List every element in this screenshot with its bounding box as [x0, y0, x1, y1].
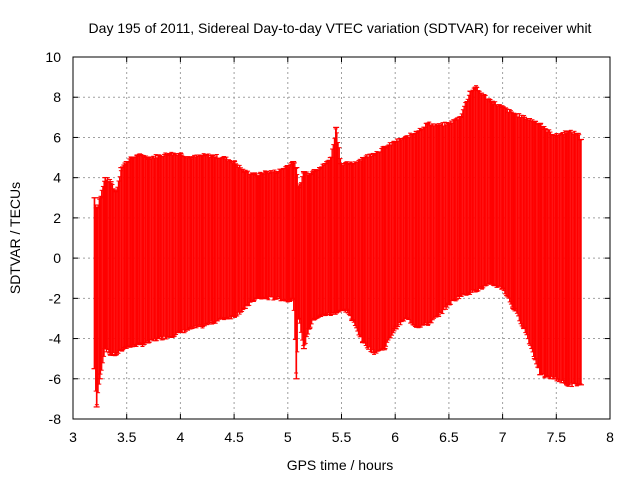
y-tick-label: -8 — [49, 411, 62, 427]
y-tick-label: -6 — [49, 371, 62, 387]
x-tick-labels: 3 3.5 4 4.5 5 5.5 6 6.5 7 7.5 8 — [69, 429, 614, 445]
data-layer — [91, 85, 585, 408]
x-tick-label: 5.5 — [332, 429, 352, 445]
x-tick-label: 5 — [284, 429, 292, 445]
x-tick-label: 4 — [177, 429, 185, 445]
x-tick-label: 3.5 — [117, 429, 137, 445]
axis-ticks — [72, 56, 611, 420]
x-tick-label: 6.5 — [439, 429, 459, 445]
y-tick-label: -2 — [49, 290, 62, 306]
x-tick-label: 6 — [391, 429, 399, 445]
y-tick-label: 10 — [45, 49, 61, 65]
x-tick-label: 4.5 — [224, 429, 244, 445]
x-axis-label: GPS time / hours — [287, 457, 394, 473]
y-tick-label: -4 — [49, 331, 62, 347]
y-axis-label: SDTVAR / TECUs — [7, 182, 23, 294]
x-tick-label: 3 — [69, 429, 77, 445]
y-tick-label: 4 — [53, 170, 61, 186]
y-tick-label: 8 — [53, 89, 61, 105]
y-tick-label: 6 — [53, 129, 61, 145]
y-tick-labels: -8 -6 -4 -2 0 2 4 6 8 10 — [45, 49, 61, 427]
y-tick-label: 2 — [53, 210, 61, 226]
y-tick-label: 0 — [53, 250, 61, 266]
chart-title: Day 195 of 2011, Sidereal Day-to-day VTE… — [89, 20, 592, 36]
x-tick-label: 7 — [499, 429, 507, 445]
x-tick-label: 7.5 — [547, 429, 567, 445]
x-tick-label: 8 — [606, 429, 614, 445]
